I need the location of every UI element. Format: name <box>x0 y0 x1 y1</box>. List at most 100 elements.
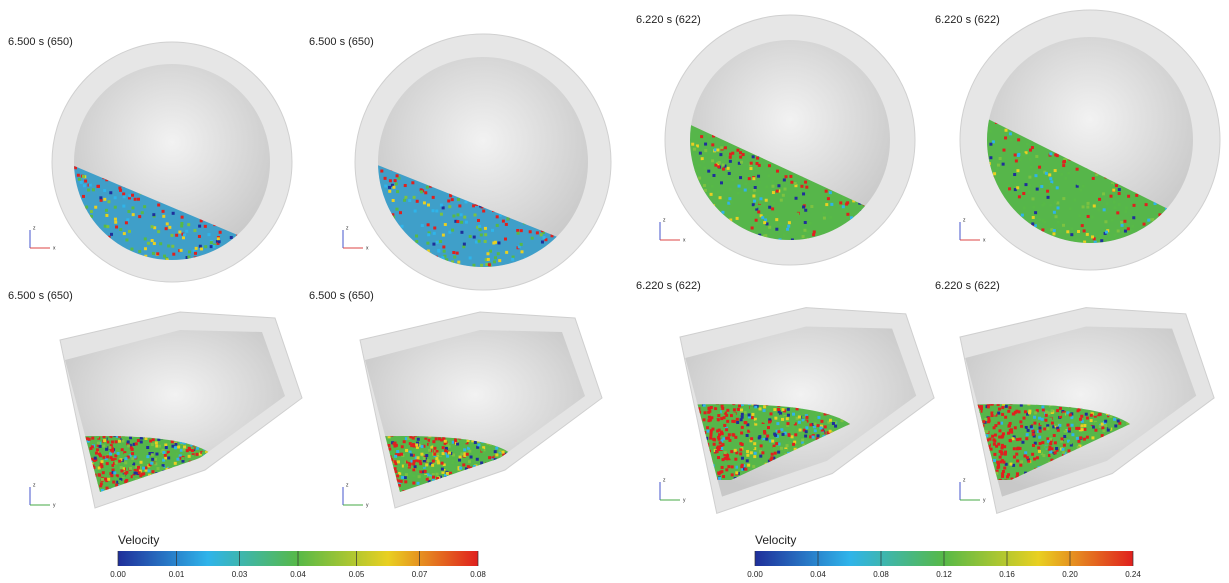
particle <box>83 475 86 478</box>
particle <box>690 454 693 457</box>
particle <box>1040 185 1043 188</box>
particle <box>435 209 438 212</box>
particle <box>716 149 719 152</box>
axis-label: x <box>53 245 56 251</box>
particle <box>1003 241 1006 244</box>
particle <box>681 453 684 456</box>
particle <box>65 440 68 443</box>
particle <box>66 494 69 497</box>
particle <box>570 263 573 266</box>
particle <box>1038 166 1041 169</box>
particle <box>384 263 387 266</box>
particle <box>792 413 795 416</box>
particle <box>731 152 734 155</box>
particle <box>172 492 175 495</box>
particle <box>70 456 73 459</box>
particle <box>845 203 848 206</box>
particle <box>204 225 207 228</box>
particle <box>120 466 123 469</box>
particle <box>1054 153 1057 156</box>
particle <box>140 461 143 464</box>
particle <box>158 445 161 448</box>
particle <box>114 218 117 221</box>
particle <box>499 497 502 500</box>
particle <box>1041 228 1044 231</box>
particle <box>74 453 77 456</box>
particle <box>176 493 179 496</box>
particle <box>474 213 477 216</box>
particle <box>210 245 213 248</box>
particle <box>759 455 762 458</box>
particle <box>418 475 421 478</box>
particle <box>181 460 184 463</box>
particle <box>474 441 477 444</box>
particle <box>85 73 88 76</box>
particle <box>740 409 743 412</box>
particle <box>1018 183 1021 186</box>
particle <box>111 440 114 443</box>
particle <box>454 438 457 441</box>
particle <box>372 478 375 481</box>
particle <box>370 453 373 456</box>
particle <box>788 441 791 444</box>
particle <box>747 464 750 467</box>
figure: 6.500 s (650)zx6.500 s (650)zx6.220 s (6… <box>0 0 1229 583</box>
particle <box>438 496 441 499</box>
particle <box>208 477 211 480</box>
particle <box>802 192 805 195</box>
particle <box>764 218 767 221</box>
particle <box>453 491 456 494</box>
particle <box>739 176 742 179</box>
particle <box>718 477 721 480</box>
particle <box>148 500 151 503</box>
panel: 6.220 s (622)zx <box>636 14 915 265</box>
particle <box>1069 207 1072 210</box>
particle <box>1121 224 1124 227</box>
particle <box>379 453 382 456</box>
particle <box>759 197 762 200</box>
particle <box>709 434 712 437</box>
particle <box>508 491 511 494</box>
particle <box>1013 173 1016 176</box>
particle <box>705 477 708 480</box>
particle <box>814 418 817 421</box>
particle <box>499 486 502 489</box>
particle <box>696 465 699 468</box>
particle <box>1112 189 1115 192</box>
particle <box>718 438 721 441</box>
particle <box>1016 169 1019 172</box>
particle <box>414 502 417 505</box>
particle <box>723 424 726 427</box>
particle <box>761 216 764 219</box>
axis-label: z <box>33 482 36 488</box>
particle <box>63 493 66 496</box>
particle <box>1022 192 1025 195</box>
particle <box>67 500 70 503</box>
particle <box>446 472 449 475</box>
particle <box>446 492 449 495</box>
particle <box>189 497 192 500</box>
particle <box>889 230 892 233</box>
particle <box>760 461 763 464</box>
particle <box>371 461 374 464</box>
particle <box>80 451 83 454</box>
particle <box>767 444 770 447</box>
particle <box>507 488 510 491</box>
particle <box>695 477 698 480</box>
particle <box>880 230 883 233</box>
particle <box>67 497 70 500</box>
particle <box>118 187 121 190</box>
particle <box>696 430 699 433</box>
particle <box>424 440 427 443</box>
particle <box>520 243 523 246</box>
particle <box>206 476 209 479</box>
particle <box>157 230 160 233</box>
particle <box>845 209 848 212</box>
particle <box>108 438 111 441</box>
particle <box>450 492 453 495</box>
particle <box>1081 224 1084 227</box>
particle <box>684 469 687 472</box>
particle <box>372 441 375 444</box>
particle <box>183 233 186 236</box>
particle <box>185 230 188 233</box>
